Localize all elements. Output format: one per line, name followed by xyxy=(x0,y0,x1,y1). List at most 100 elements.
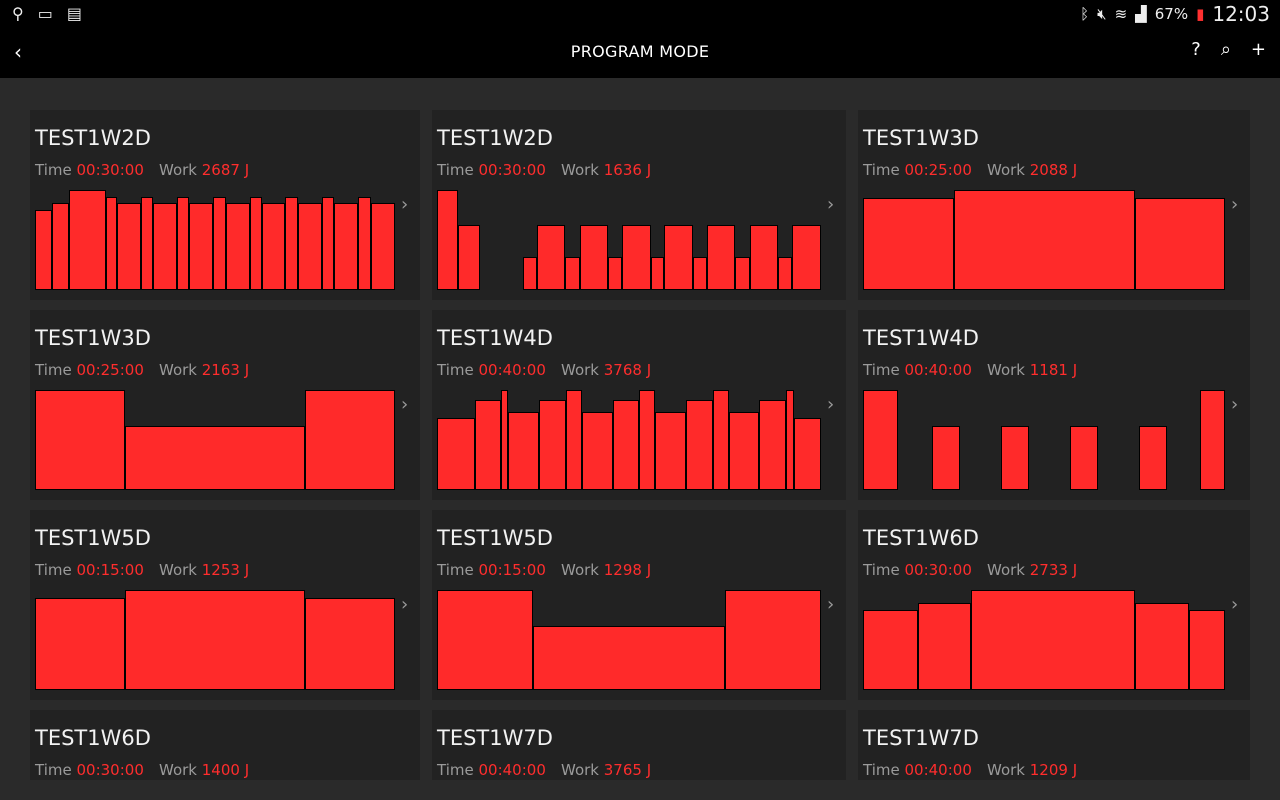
program-profile-chart xyxy=(35,590,395,690)
program-card[interactable]: TEST1W3D Time 00:25:00 Work 2163 J › xyxy=(30,310,420,500)
program-name: TEST1W3D xyxy=(863,126,979,150)
work-value: 1298 J xyxy=(603,561,652,579)
program-card[interactable]: TEST1W3D Time 00:25:00 Work 2088 J › xyxy=(858,110,1250,300)
profile-bar xyxy=(931,426,961,490)
profile-bar xyxy=(759,400,787,490)
program-name: TEST1W3D xyxy=(35,326,151,350)
profile-bar xyxy=(212,197,226,290)
profile-bar xyxy=(298,203,323,290)
program-profile-chart xyxy=(863,390,1225,490)
work-label: Work xyxy=(561,161,599,179)
time-value: 00:25:00 xyxy=(904,161,972,179)
program-card[interactable]: TEST1W2D Time 00:30:00 Work 2687 J › xyxy=(30,110,420,300)
profile-bar xyxy=(370,203,395,290)
chevron-right-icon[interactable]: › xyxy=(827,594,835,615)
chevron-right-icon[interactable]: › xyxy=(401,194,409,215)
program-name: TEST1W4D xyxy=(437,326,553,350)
page-title: PROGRAM MODE xyxy=(570,42,710,61)
time-value: 00:40:00 xyxy=(904,361,972,379)
program-meta: Time 00:30:00 Work 1636 J xyxy=(437,161,651,179)
chevron-right-icon[interactable]: › xyxy=(1231,394,1239,415)
profile-bar xyxy=(686,400,713,490)
profile-bar xyxy=(664,225,693,290)
back-button[interactable]: ‹ xyxy=(14,40,22,64)
sim-off-icon: ▤ xyxy=(66,4,82,23)
work-label: Work xyxy=(159,761,197,779)
program-card[interactable]: TEST1W5D Time 00:15:00 Work 1298 J › xyxy=(432,510,846,700)
profile-bar xyxy=(285,197,299,290)
profile-bar xyxy=(728,412,760,490)
work-label: Work xyxy=(159,361,197,379)
profile-bar xyxy=(608,257,623,290)
program-card[interactable]: TEST1W6D Time 00:30:00 Work 1400 J xyxy=(30,710,420,780)
program-meta: Time 00:15:00 Work 1298 J xyxy=(437,561,651,579)
profile-bar xyxy=(124,426,306,490)
program-card[interactable]: TEST1W7D Time 00:40:00 Work 3765 J xyxy=(432,710,846,780)
profile-bar xyxy=(794,418,821,490)
battery-icon: ▮ xyxy=(1196,5,1205,23)
work-label: Work xyxy=(561,361,599,379)
profile-bar xyxy=(305,598,395,690)
program-card[interactable]: TEST1W5D Time 00:15:00 Work 1253 J › xyxy=(30,510,420,700)
profile-bar xyxy=(522,257,537,290)
time-label: Time xyxy=(863,761,900,779)
profile-bar xyxy=(1001,426,1030,490)
profile-bar xyxy=(778,257,793,290)
program-card[interactable]: TEST1W6D Time 00:30:00 Work 2733 J › xyxy=(858,510,1250,700)
work-value: 1636 J xyxy=(603,161,652,179)
time-value: 00:25:00 xyxy=(76,361,144,379)
profile-bar xyxy=(565,390,582,490)
profile-bar xyxy=(305,390,395,490)
profile-bar xyxy=(749,225,779,290)
bluetooth-icon: ᛒ xyxy=(1080,5,1090,23)
work-value: 2687 J xyxy=(201,161,250,179)
program-card[interactable]: TEST1W7D Time 00:40:00 Work 1209 J xyxy=(858,710,1250,780)
profile-bar xyxy=(322,197,335,290)
time-label: Time xyxy=(863,561,900,579)
work-label: Work xyxy=(159,161,197,179)
profile-bar xyxy=(622,225,651,290)
profile-bar xyxy=(261,203,286,290)
work-label: Work xyxy=(987,761,1025,779)
time-label: Time xyxy=(35,561,72,579)
program-card[interactable]: TEST1W4D Time 00:40:00 Work 1181 J › xyxy=(858,310,1250,500)
time-value: 00:15:00 xyxy=(478,561,546,579)
profile-bar xyxy=(953,190,1136,290)
chevron-right-icon[interactable]: › xyxy=(1231,194,1239,215)
time-value: 00:40:00 xyxy=(478,361,546,379)
work-label: Work xyxy=(159,561,197,579)
program-meta: Time 00:30:00 Work 2687 J xyxy=(35,161,249,179)
chevron-right-icon[interactable]: › xyxy=(1231,594,1239,615)
chevron-right-icon[interactable]: › xyxy=(827,194,835,215)
help-button[interactable]: ? xyxy=(1191,39,1201,60)
work-value: 3768 J xyxy=(603,361,652,379)
profile-bar xyxy=(437,418,475,490)
program-profile-chart xyxy=(437,190,821,290)
profile-bar xyxy=(786,390,795,490)
add-button[interactable]: + xyxy=(1250,39,1266,60)
work-label: Work xyxy=(561,761,599,779)
mute-icon: 🔇︎ xyxy=(1097,5,1107,23)
program-card[interactable]: TEST1W4D Time 00:40:00 Work 3768 J › xyxy=(432,310,846,500)
time-label: Time xyxy=(437,161,474,179)
work-value: 2733 J xyxy=(1029,561,1078,579)
profile-bar xyxy=(579,225,609,290)
program-card[interactable]: TEST1W2D Time 00:30:00 Work 1636 J › xyxy=(432,110,846,300)
program-profile-chart xyxy=(35,390,395,490)
program-meta: Time 00:40:00 Work 3768 J xyxy=(437,361,651,379)
time-value: 00:15:00 xyxy=(76,561,144,579)
profile-bar xyxy=(725,590,821,690)
chevron-right-icon[interactable]: › xyxy=(401,594,409,615)
time-value: 00:40:00 xyxy=(904,761,972,779)
work-label: Work xyxy=(561,561,599,579)
profile-bar xyxy=(650,257,665,290)
program-meta: Time 00:40:00 Work 1209 J xyxy=(863,761,1077,779)
program-name: TEST1W5D xyxy=(437,526,553,550)
chevron-right-icon[interactable]: › xyxy=(401,394,409,415)
search-button[interactable]: ⌕ xyxy=(1220,39,1231,60)
work-label: Work xyxy=(987,361,1025,379)
chevron-right-icon[interactable]: › xyxy=(827,394,835,415)
profile-bar xyxy=(141,197,154,290)
program-profile-chart xyxy=(437,590,821,690)
time-value: 00:30:00 xyxy=(478,161,546,179)
